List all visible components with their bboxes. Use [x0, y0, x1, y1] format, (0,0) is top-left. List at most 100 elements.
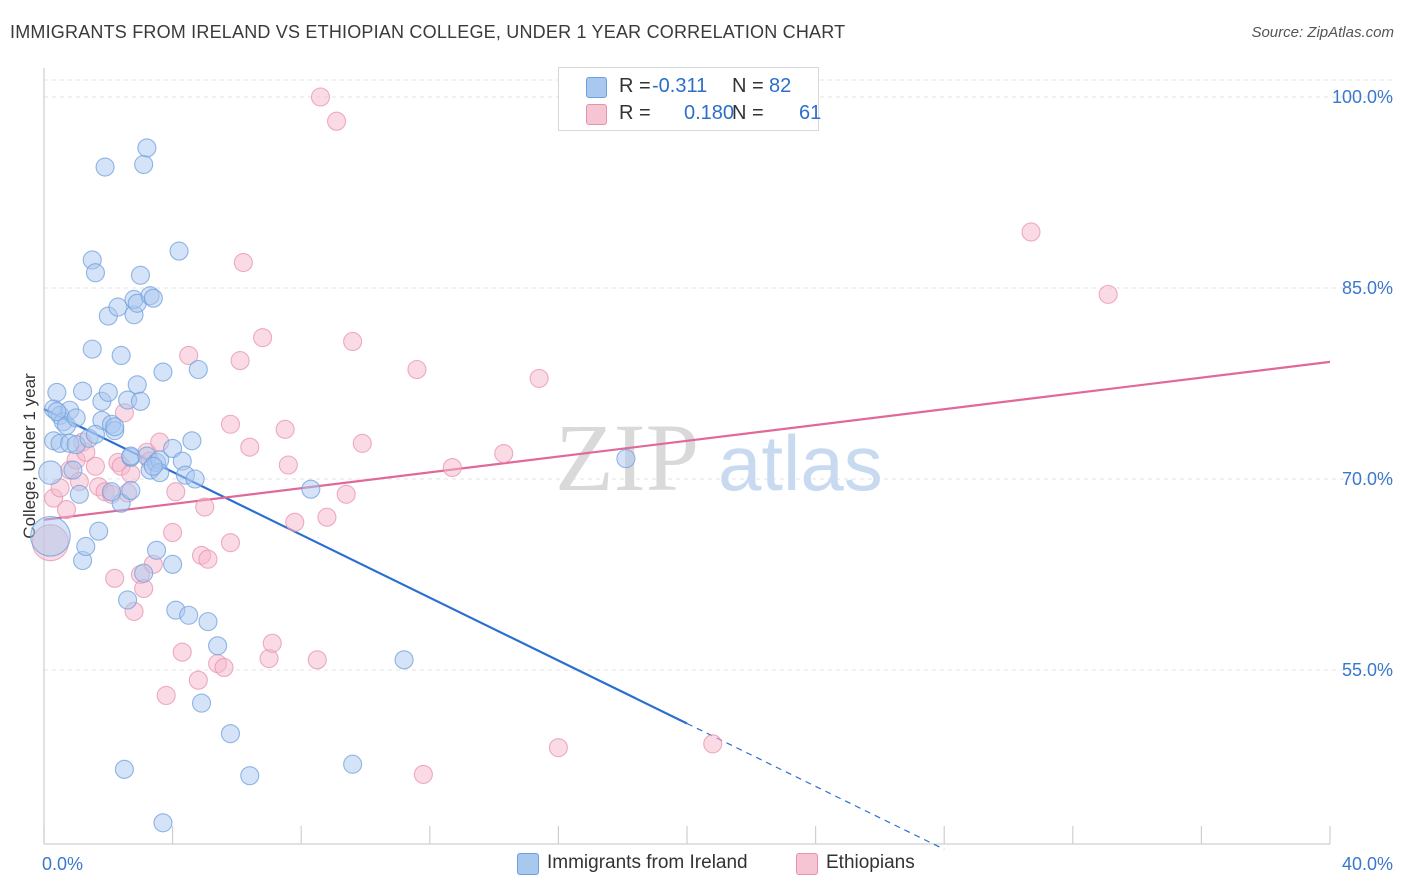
ethiopians-point: [163, 522, 183, 543]
ireland-point: [121, 446, 141, 466]
ethiopians-point: [230, 351, 250, 371]
ireland-point: [82, 339, 102, 359]
ethiopians-point: [317, 507, 337, 527]
y-tick-label: 70.0%: [1342, 469, 1393, 489]
ireland-point: [73, 381, 93, 401]
ireland-point: [301, 479, 321, 499]
ethiopians-point: [121, 464, 141, 484]
correlation-legend: R = -0.311 N = 82 R = 0.180 N = 61: [558, 67, 822, 131]
ireland-point: [127, 375, 147, 395]
ethiopians-point: [85, 456, 105, 476]
watermark: ZIP atlas: [555, 404, 883, 511]
ireland-point: [185, 469, 205, 489]
ireland-point: [95, 157, 115, 177]
n-value-ethiopians: 61: [799, 102, 822, 124]
ethiopians-point: [156, 685, 176, 706]
ireland-point: [130, 265, 150, 285]
ethiopians-point: [233, 252, 253, 273]
ethiopians-point: [327, 111, 347, 131]
ethiopians-point: [703, 734, 723, 754]
ethiopians-point: [343, 331, 363, 352]
ireland-point: [240, 766, 260, 786]
ireland-point: [191, 693, 212, 713]
ireland-point: [69, 484, 89, 504]
ethiopians-point: [529, 368, 549, 388]
ethiopians-point: [105, 568, 125, 588]
ethiopians-point: [240, 437, 260, 457]
ethiopians-point: [352, 433, 372, 453]
watermark-atlas: atlas: [718, 419, 883, 507]
y-tick-label: 55.0%: [1342, 660, 1393, 680]
n-label: N =: [732, 102, 764, 124]
series-legend-swatch-ireland: [517, 853, 539, 875]
ireland-points: [30, 138, 636, 833]
ethiopians-point: [278, 455, 298, 475]
ireland-point: [134, 563, 154, 583]
ethiopians-point: [494, 443, 514, 464]
legend-swatch-ireland: [586, 77, 607, 98]
ethiopians-point: [262, 633, 282, 653]
ireland-point: [343, 754, 363, 774]
gridlines: [44, 79, 1396, 671]
n-value-ireland: 82: [769, 75, 792, 97]
ireland-point: [85, 263, 105, 283]
ireland-point: [163, 554, 183, 574]
ireland-point: [30, 515, 71, 557]
ireland-point: [188, 359, 208, 380]
ethiopians-point: [214, 657, 234, 678]
ethiopians-point: [56, 500, 77, 520]
ireland-point: [198, 612, 218, 632]
ireland-trendline-extension: [686, 722, 945, 850]
r-value-ireland: -0.311: [652, 75, 708, 97]
r-label: R =: [619, 102, 651, 124]
ireland-point: [76, 536, 96, 557]
ethiopians-trendline: [43, 360, 1331, 521]
ethiopians-point: [172, 642, 192, 662]
series-legend-label-ethiopians: Ethiopians: [826, 852, 915, 873]
ethiopians-point: [336, 484, 356, 504]
ireland-point: [111, 345, 131, 366]
ireland-point: [108, 297, 128, 317]
ireland-point: [101, 482, 122, 502]
ireland-point: [98, 382, 118, 402]
ethiopians-point: [407, 359, 427, 380]
ethiopians-point: [413, 764, 433, 784]
y-tick-label: 100.0%: [1332, 87, 1393, 107]
ireland-point: [47, 382, 67, 402]
ethiopians-point: [179, 345, 199, 366]
ireland-point: [394, 650, 414, 670]
source-credit: Source: ZipAtlas.com: [1251, 24, 1394, 41]
ireland-point: [85, 424, 105, 444]
ethiopians-point: [220, 533, 241, 553]
ireland-point: [179, 605, 199, 625]
ireland-point: [134, 154, 154, 175]
axes: [43, 68, 1331, 845]
ethiopians-point: [188, 670, 208, 690]
ireland-point: [105, 417, 125, 437]
ethiopians-point: [166, 482, 186, 502]
legend-swatch-ethiopians: [586, 104, 607, 125]
chart-title: IMMIGRANTS FROM IRELAND VS ETHIOPIAN COL…: [10, 22, 846, 42]
ethiopians-point: [220, 414, 241, 434]
ethiopians-point: [307, 650, 327, 670]
tick-labels: 55.0% 70.0% 85.0% 100.0% 0.0% 40.0%: [42, 87, 1393, 874]
ireland-point: [208, 636, 228, 656]
ireland-point: [63, 460, 83, 480]
ireland-point: [130, 391, 150, 411]
ireland-point: [121, 480, 141, 501]
ireland-point: [114, 759, 134, 779]
ethiopians-point: [253, 328, 273, 348]
ethiopians-point: [548, 738, 568, 758]
ireland-point: [89, 521, 109, 541]
n-label: N =: [732, 75, 764, 97]
ireland-point: [137, 138, 157, 158]
ireland-point: [163, 438, 183, 458]
x-tick-label-min: 0.0%: [42, 854, 83, 874]
ethiopians-point: [310, 87, 331, 107]
y-tick-label: 85.0%: [1342, 278, 1393, 298]
r-value-ethiopians: 0.180: [684, 102, 735, 124]
x-tick-label-max: 40.0%: [1342, 854, 1393, 874]
series-legend-label-ireland: Immigrants from Ireland: [547, 852, 748, 873]
ireland-point: [66, 408, 86, 428]
